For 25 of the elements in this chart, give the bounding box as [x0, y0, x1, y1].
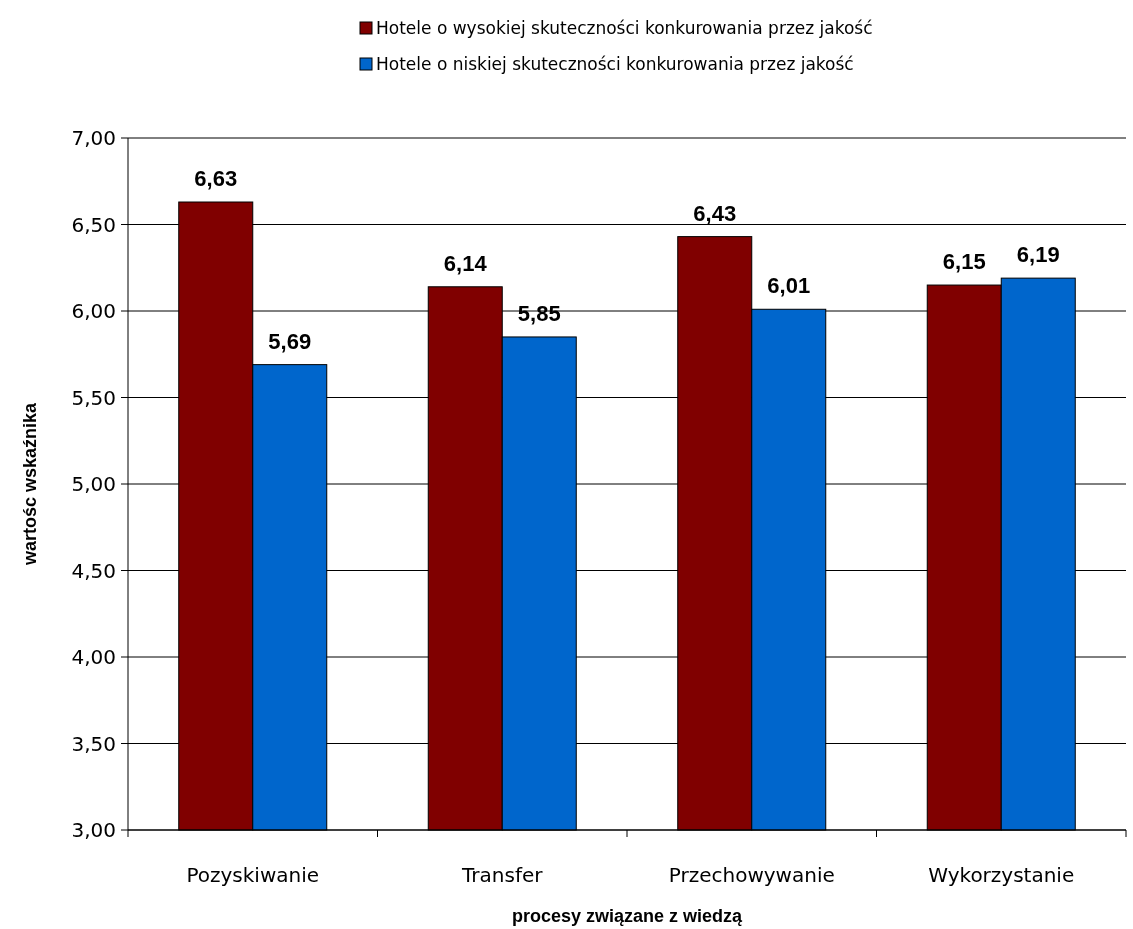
data-label: 6,14 [443, 250, 488, 276]
data-label: 5,69 [268, 328, 312, 354]
data-label: 6,19 [1016, 242, 1060, 268]
y-tick-label: 5,50 [71, 385, 116, 410]
data-label: 6,01 [767, 273, 811, 299]
y-tick-label: 3,50 [71, 731, 116, 756]
y-tick-label: 4,00 [71, 645, 116, 669]
data-label: 6,43 [693, 200, 737, 226]
data-label: 6,15 [942, 249, 986, 275]
y-tick-label: 7,00 [71, 126, 116, 150]
data-label: 6,63 [194, 166, 238, 192]
x-tick-label: Przechowywanie [668, 863, 835, 887]
x-tick-label: Transfer [461, 863, 544, 887]
y-tick-label: 6,50 [71, 212, 116, 237]
y-axis-title: wartośc wskaźnika [20, 401, 40, 567]
legend-label: Hotele o wysokiej skuteczności konkurowania przez jakość [376, 18, 873, 38]
x-tick-label: Wykorzystanie [928, 863, 1075, 887]
data-label: 5,85 [517, 300, 561, 326]
x-tick-label: Pozyskiwanie [186, 863, 320, 887]
y-tick-label: 5,00 [71, 472, 116, 496]
y-tick-label: 4,50 [71, 558, 116, 583]
x-axis-title: procesy związane z wiedzą [511, 906, 744, 926]
y-tick-label: 3,00 [71, 818, 116, 842]
y-tick-label: 6,00 [71, 299, 116, 323]
legend-label: Hotele o niskiej skuteczności konkurowania przez jakość [376, 54, 854, 74]
